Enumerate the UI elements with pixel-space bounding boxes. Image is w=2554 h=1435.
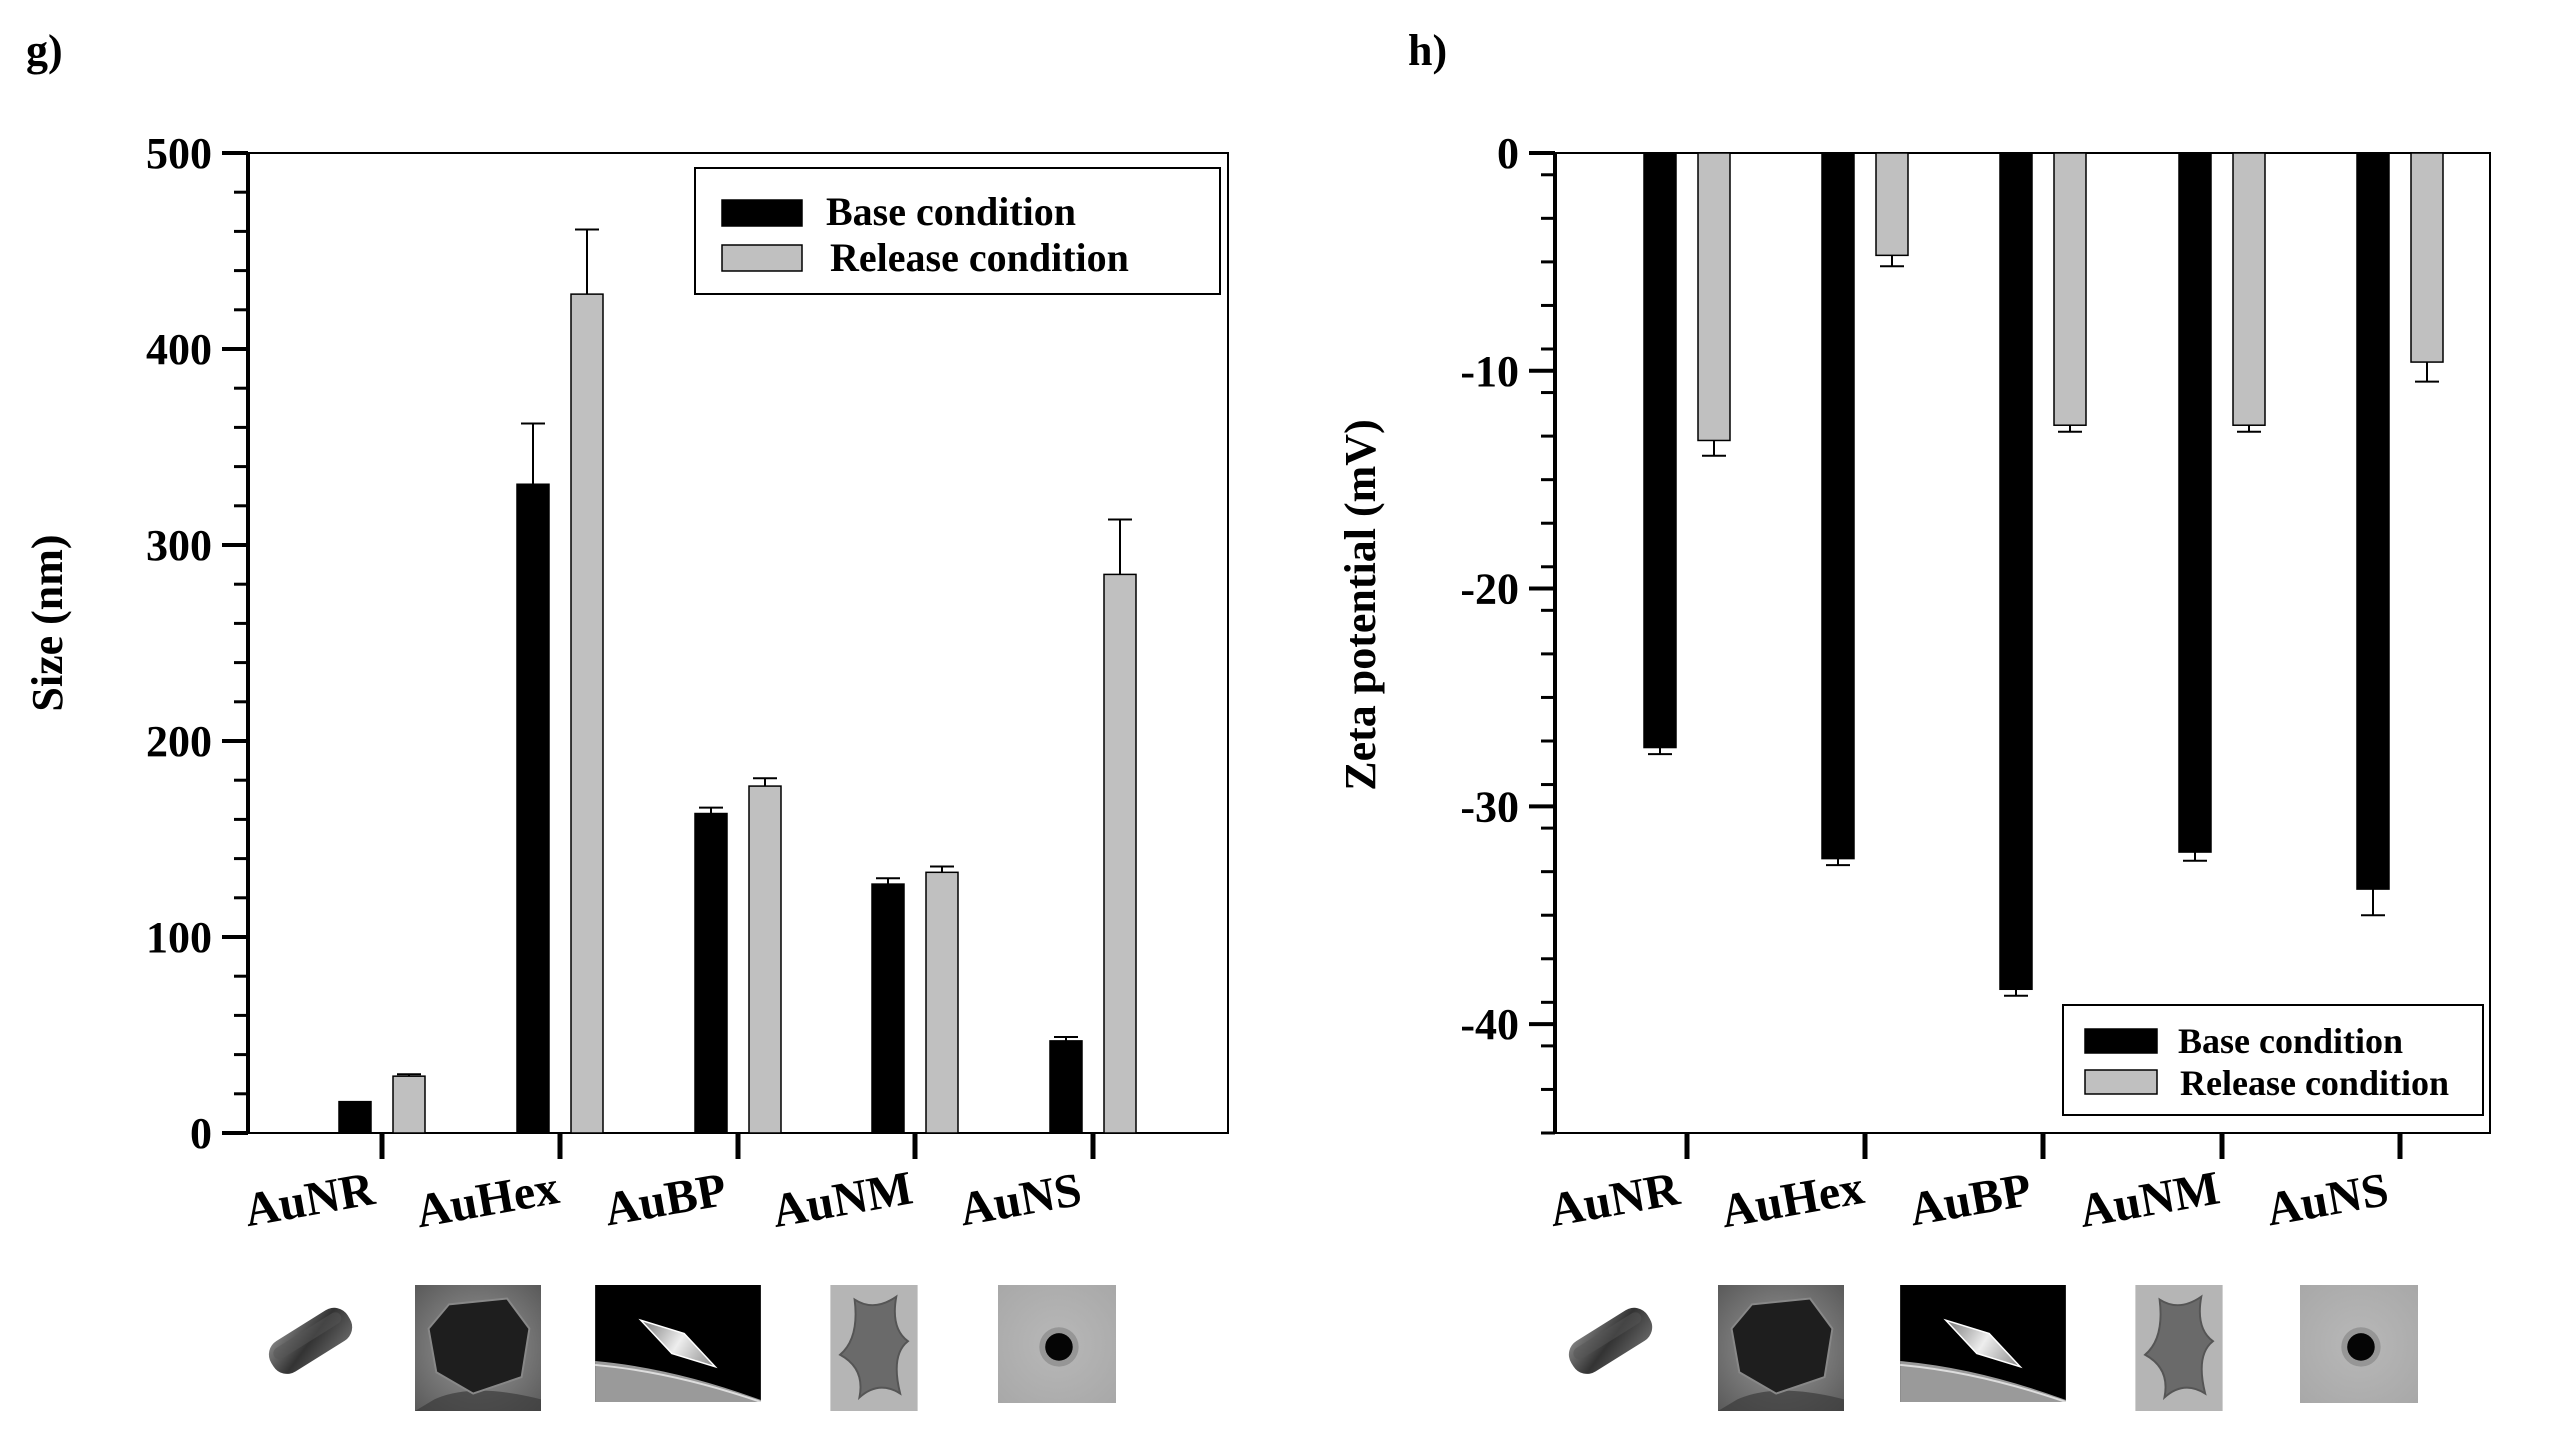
error-bars-h — [1648, 255, 2439, 997]
tem-image-auhex-g — [415, 1285, 541, 1411]
x-tick-label-auhex-g: AuHex — [412, 1161, 563, 1238]
tem-image-auhex-h — [1718, 1285, 1844, 1411]
x-tick-label-aubp-g: AuBP — [600, 1163, 730, 1237]
y-tick-label-h: 0 — [1497, 129, 1519, 178]
y-tick-label-g: 500 — [146, 129, 212, 178]
bar-base-aunm-g — [871, 883, 905, 1134]
x-tick-label-aubp-h: AuBP — [1905, 1163, 2035, 1237]
legend-h: Base condition Release condition — [2062, 1004, 2484, 1116]
x-tick-labels-g: AuNR AuHex AuBP AuNM AuNS — [240, 1161, 1085, 1238]
legend-box-g — [694, 167, 1221, 295]
x-tick-label-aunr-h: AuNR — [1545, 1162, 1684, 1237]
bar-release-aunr-g — [392, 1075, 426, 1134]
bar-release-auhex-h — [1875, 152, 1909, 257]
panel-h-zeta-chart: h) Zeta potential (mV) 0 -10 -20 -30 -40 AuN… — [1336, 26, 2491, 1411]
legend-swatch-release-g — [721, 244, 803, 272]
tem-image-auns-h — [2300, 1285, 2418, 1403]
legend-swatch-base-g — [721, 199, 803, 227]
x-tick-label-aunr-g: AuNR — [240, 1162, 379, 1237]
bar-base-auns-g — [1049, 1040, 1083, 1134]
x-tick-label-aunm-g: AuNM — [768, 1161, 916, 1238]
y-ticks-g: 0 100 200 300 400 500 — [146, 129, 248, 1158]
x-ticks-g — [379, 1133, 1096, 1159]
bar-base-auhex-g — [516, 483, 550, 1134]
tem-image-auns-g — [998, 1285, 1116, 1403]
legend-swatch-release-h — [2084, 1069, 2158, 1095]
bar-base-aunr-g — [338, 1100, 372, 1134]
legend-label-release-h: Release condition — [2180, 1063, 2449, 1103]
x-tick-labels-h: AuNR AuHex AuBP AuNM AuNS — [1545, 1161, 2392, 1238]
tem-image-aunr-g — [255, 1285, 365, 1395]
bar-base-auns-h — [2356, 152, 2390, 890]
tem-images-h — [1555, 1285, 2418, 1411]
y-tick-label-g: 0 — [190, 1109, 212, 1158]
bar-release-aunm-h — [2232, 152, 2266, 426]
y-tick-label-g: 100 — [146, 913, 212, 962]
panel-label-g: g) — [26, 26, 63, 75]
y-axis-label-h: Zeta potential (mV) — [1336, 419, 1385, 791]
y-axis-label-g: Size (nm) — [23, 534, 72, 711]
bar-release-aubp-g — [748, 785, 782, 1134]
panel-label-h: h) — [1408, 26, 1447, 75]
y-tick-label-h: -20 — [1460, 565, 1519, 614]
x-ticks-h — [1684, 1133, 2403, 1159]
bars-h — [1643, 152, 2444, 991]
bar-release-aunr-h — [1697, 152, 1731, 442]
bar-base-aubp-h — [1999, 152, 2033, 991]
bar-base-aunm-h — [2178, 152, 2212, 853]
y-tick-label-h: -30 — [1460, 782, 1519, 831]
y-ticks-h: 0 -10 -20 -30 -40 — [1460, 129, 1555, 1135]
tem-image-aunr-h — [1555, 1285, 1665, 1395]
x-tick-label-auhex-h: AuHex — [1717, 1161, 1868, 1238]
legend-label-base-h: Base condition — [2178, 1021, 2403, 1061]
y-tick-label-g: 300 — [146, 521, 212, 570]
bar-release-auns-h — [2410, 152, 2444, 363]
bar-base-auhex-h — [1821, 152, 1855, 860]
bar-base-aubp-g — [694, 812, 728, 1134]
y-tick-label-g: 200 — [146, 717, 212, 766]
plot-frame-g — [247, 152, 1229, 1134]
tem-image-aunm-g — [830, 1285, 918, 1411]
bar-release-aubp-h — [2053, 152, 2087, 426]
bar-release-auns-g — [1103, 573, 1137, 1134]
y-tick-label-h: -40 — [1460, 1000, 1519, 1049]
x-tick-label-aunm-h: AuNM — [2075, 1161, 2223, 1238]
bars-g — [338, 293, 1137, 1134]
y-tick-label-g: 400 — [146, 325, 212, 374]
error-bars-g — [397, 228, 1132, 1077]
tem-image-aunm-h — [2135, 1285, 2223, 1411]
tem-image-aubp-g — [595, 1285, 761, 1402]
x-tick-label-auns-h: AuNS — [2262, 1163, 2392, 1237]
tem-image-aubp-h — [1900, 1285, 2066, 1402]
legend-box-h — [2062, 1004, 2484, 1116]
tem-images-g — [255, 1285, 1116, 1411]
y-tick-label-h: -10 — [1460, 347, 1519, 396]
legend-label-release-g: Release condition — [830, 235, 1129, 280]
bar-release-aunm-g — [925, 871, 959, 1134]
bar-release-auhex-g — [570, 293, 604, 1134]
x-tick-label-auns-g: AuNS — [955, 1163, 1085, 1237]
legend-g: Base condition Release condition — [694, 167, 1221, 295]
legend-label-base-g: Base condition — [826, 189, 1076, 234]
bar-base-aunr-h — [1643, 152, 1677, 749]
legend-swatch-base-h — [2084, 1028, 2158, 1054]
